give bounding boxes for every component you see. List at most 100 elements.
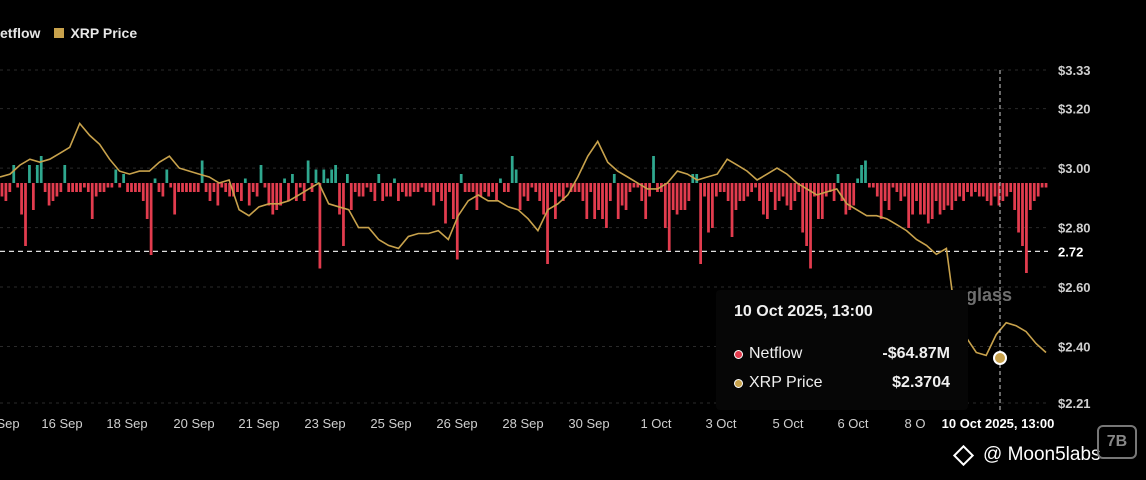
legend-item-netflow[interactable]: etflow: [0, 25, 40, 41]
legend-label-netflow: etflow: [0, 25, 41, 41]
netflow-bar: [1001, 183, 1005, 201]
netflow-bar: [345, 174, 349, 183]
netflow-bar: [938, 183, 942, 215]
netflow-bar: [691, 174, 695, 183]
netflow-bar: [432, 183, 436, 206]
netflow-bar: [79, 183, 82, 192]
netflow-bar: [687, 183, 691, 201]
netflow-bar: [561, 183, 565, 201]
netflow-bar: [404, 183, 408, 197]
netflow-bar: [342, 183, 345, 246]
x-tick-label: 28 Sep: [502, 416, 543, 431]
netflow-bar: [828, 183, 832, 192]
netflow-bar: [593, 183, 597, 219]
netflow-bar: [534, 183, 538, 192]
y-tick-label: $3.20: [1058, 102, 1091, 117]
netflow-bar: [750, 183, 754, 192]
brand-logo-icon: 7B: [1097, 425, 1137, 459]
netflow-bar: [538, 183, 542, 201]
netflow-bar: [357, 183, 361, 197]
netflow-bar: [330, 169, 334, 183]
netflow-bar: [993, 183, 997, 197]
netflow-bar: [259, 165, 263, 183]
netflow-bar: [1021, 183, 1024, 246]
netflow-bar: [499, 178, 502, 183]
netflow-bar: [126, 183, 129, 192]
netflow-bar: [974, 183, 977, 192]
netflow-bar: [389, 183, 392, 197]
netflow-bar: [228, 183, 231, 197]
netflow-bar: [177, 183, 180, 192]
netflow-bar: [1009, 183, 1013, 192]
netflow-bar: [722, 183, 726, 192]
signature: @ Moon5labs: [952, 444, 1101, 466]
x-tick-label: 25 Sep: [370, 416, 411, 431]
netflow-bar: [153, 178, 157, 183]
netflow-bar: [283, 178, 286, 183]
price-line-path: [0, 121, 1047, 357]
netflow-bar: [762, 183, 765, 215]
netflow-bar: [16, 183, 20, 188]
y-tick-label: $3.00: [1058, 161, 1091, 176]
netflow-bar: [385, 183, 388, 197]
netflow-bar: [640, 183, 644, 201]
y-tick-label: $2.40: [1058, 340, 1091, 355]
x-tick-label: 1 Oct: [640, 416, 671, 431]
price-line: [0, 121, 1047, 357]
y-tick-label: $3.33: [1058, 63, 1091, 78]
netflow-bar: [377, 174, 381, 183]
netflow-bar: [966, 183, 969, 192]
netflow-bar: [730, 183, 734, 237]
netflow-bar: [946, 183, 950, 206]
netflow-bar: [632, 183, 636, 188]
netflow-bar: [428, 183, 432, 192]
netflow-bar: [436, 183, 440, 192]
netflow-bar: [514, 169, 518, 183]
y-tick-label: $2.21: [1058, 396, 1091, 411]
netflow-bar: [4, 183, 8, 201]
netflow-bar: [298, 183, 302, 188]
netflow-bar: [765, 183, 769, 219]
netflow-bar: [318, 183, 322, 269]
netflow-bar: [55, 183, 59, 197]
x-tick-label: 6 Oct: [837, 416, 868, 431]
netflow-bar: [608, 183, 612, 201]
netflow-bar: [1036, 183, 1040, 197]
netflow-bar: [161, 183, 165, 197]
netflow-bar: [397, 183, 400, 201]
netflow-bar: [542, 183, 545, 215]
netflow-bar: [8, 183, 12, 192]
signature-handle: @ Moon5labs: [983, 444, 1101, 465]
netflow-bar: [220, 183, 224, 188]
netflow-bar: [90, 183, 94, 219]
netflow-bar: [361, 183, 365, 197]
watermark-text: glass: [966, 285, 1013, 305]
netflow-bar: [1028, 183, 1032, 210]
netflow-bar: [793, 183, 797, 201]
netflow-bar: [871, 183, 875, 188]
netflow-bar: [67, 183, 71, 192]
netflow-bar: [130, 183, 133, 192]
legend-item-price[interactable]: XRP Price: [54, 25, 137, 41]
x-tick-label: 8 O: [905, 416, 926, 431]
netflow-bar: [628, 183, 632, 192]
netflow-bar: [675, 183, 679, 215]
netflow-bar: [652, 156, 655, 183]
netflow-bar: [106, 183, 110, 188]
netflow-bar: [137, 183, 141, 192]
netflow-bar: [149, 183, 153, 255]
netflow-bar: [573, 183, 577, 192]
netflow-bar: [522, 183, 526, 197]
netflow-bar: [463, 183, 467, 192]
netflow-bar: [820, 183, 824, 219]
netflow-bar: [836, 174, 840, 183]
netflow-bar: [954, 183, 958, 201]
netflow-bar: [801, 183, 805, 233]
netflow-bar: [188, 183, 192, 192]
x-tick-label: 5 Oct: [772, 416, 803, 431]
netflow-bar: [114, 169, 118, 183]
netflow-bar: [338, 183, 341, 215]
netflow-bar: [624, 183, 628, 210]
netflow-bar: [169, 183, 173, 188]
netflow-bar: [232, 183, 235, 197]
